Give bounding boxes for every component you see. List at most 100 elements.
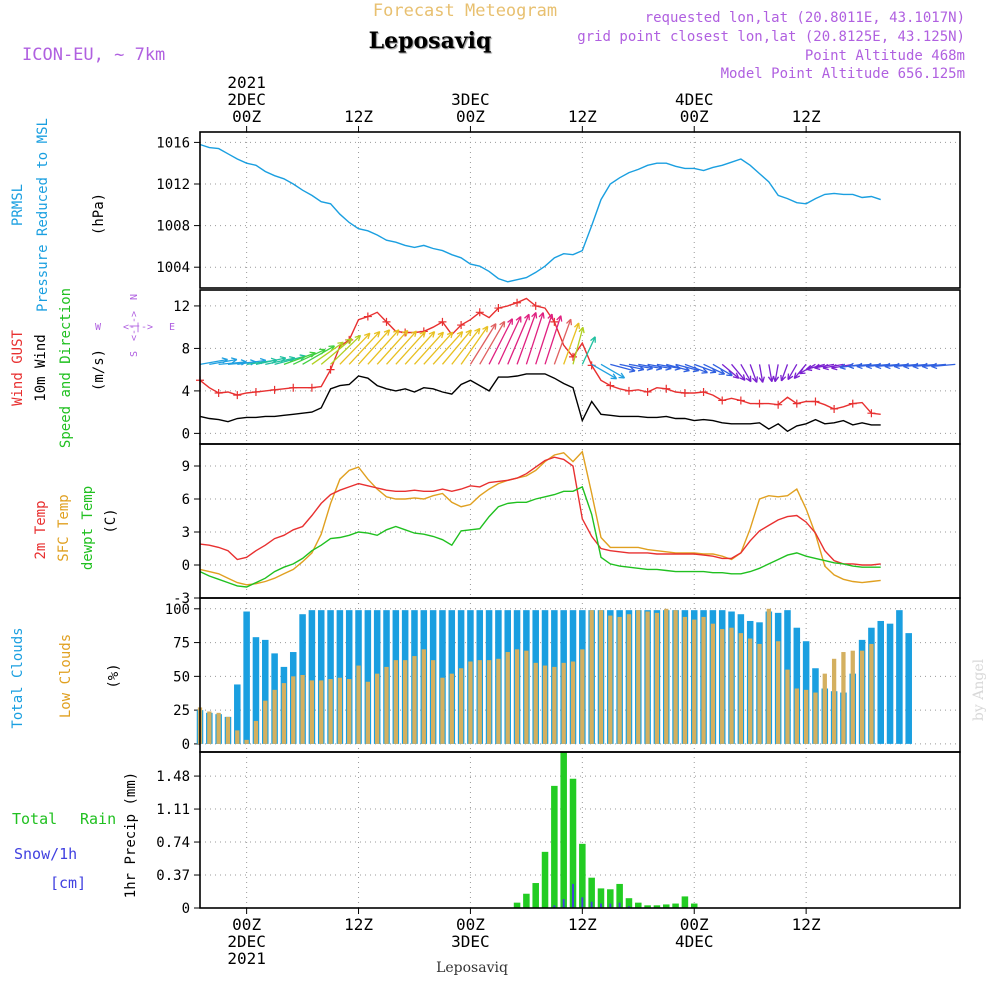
wind-arrow-head — [726, 370, 733, 377]
wind-arrow-head — [556, 315, 563, 322]
wind-arrow-head — [547, 313, 554, 321]
low-cloud-bar — [244, 739, 249, 744]
wind-arrow-head — [566, 318, 573, 326]
wind-arrow-shaft — [479, 321, 506, 365]
y-tick-label: 12 — [173, 299, 190, 315]
wind-arrow-shaft — [544, 315, 562, 365]
gust-marker — [494, 304, 503, 313]
total-cloud-bar — [793, 627, 801, 744]
wind-arrow — [283, 351, 316, 365]
gust-marker — [643, 387, 652, 396]
y-tick-label: 9 — [182, 459, 190, 475]
gust-marker — [680, 389, 689, 398]
wind-gust-label: Wind GUST — [10, 330, 26, 406]
low-cloud-bar — [580, 649, 585, 744]
low-cloud-bar — [468, 661, 473, 744]
footer-location: Leposaviq — [436, 960, 508, 976]
wind-arrow-shaft — [600, 363, 625, 379]
gust-marker — [270, 385, 279, 394]
wind-arrow-head — [354, 334, 362, 342]
wind-unit: (m/s) — [91, 349, 107, 391]
wind-arrow-head — [465, 329, 472, 337]
low-cloud-bar — [412, 656, 417, 744]
gust-marker — [214, 389, 223, 398]
gust-marker — [569, 352, 578, 361]
total-cloud-bar — [327, 610, 334, 744]
y-tick-label: 1004 — [156, 260, 190, 276]
wind-dir-label: Speed and Direction — [58, 288, 74, 448]
wind-arrow-head — [718, 369, 726, 375]
wind-arrow-head — [921, 362, 928, 370]
low-cloud-bar — [365, 681, 370, 744]
wind-arrow-shaft — [740, 364, 752, 382]
grid-point-coords: grid point closest lon,lat (20.8125E, 43… — [577, 29, 965, 45]
gust-marker — [438, 317, 447, 326]
wind-arrow-shaft — [255, 357, 286, 365]
low-cloud-bar — [337, 677, 343, 744]
precip-snow-label: Snow/1h — [14, 845, 77, 863]
rain-bar — [588, 877, 595, 908]
pressure-panel: 1016 1012 1008 1004 — [156, 132, 960, 288]
pressure-label-2: Pressure Reduced to MSL — [35, 118, 51, 312]
snow-bar — [600, 903, 602, 908]
x-tick-label-bottom: 00Z — [680, 915, 709, 934]
wind-arrow-shaft — [694, 363, 717, 373]
y-tick-label: -3 — [173, 591, 190, 607]
wind-arrow-shaft — [218, 361, 247, 365]
low-cloud-bar — [570, 661, 576, 744]
low-cloud-bar — [803, 689, 809, 744]
compass-e: E — [169, 322, 175, 333]
y-tick-label: 0 — [182, 426, 190, 442]
low-cloud-bar — [738, 633, 744, 744]
wind-arrow — [451, 327, 481, 365]
rain-bar — [690, 903, 698, 908]
snow-bar — [581, 897, 584, 908]
clouds-total-label: Total Clouds — [10, 627, 26, 728]
low-cloud-bar — [533, 662, 538, 744]
low-cloud-bar — [748, 638, 753, 744]
wind-arrow — [469, 323, 497, 365]
wind-arrow-shaft — [237, 359, 266, 365]
low-cloud-bar — [225, 716, 231, 744]
low-cloud-bar — [477, 660, 482, 744]
low-cloud-bar — [822, 673, 827, 744]
temp-panel: 9 6 3 0 -3 — [173, 444, 960, 607]
wind-arrow-shaft — [320, 338, 353, 365]
rain-bar — [513, 902, 521, 908]
wind-arrow-shaft — [749, 364, 758, 383]
total-cloud-bar — [336, 610, 344, 744]
wind-arrow-shaft — [451, 328, 481, 365]
wind-arrow-head — [739, 374, 746, 381]
wind-arrow-head — [474, 327, 481, 335]
precip-panel: 1.48 1.11 0.74 0.37 0 — [156, 752, 960, 917]
snow-bar — [572, 883, 574, 908]
low-cloud-bar — [458, 668, 464, 744]
x-tick-label-bottom: 00Z — [456, 915, 485, 934]
wind-arrow-head — [875, 362, 882, 370]
y-tick-label: 100 — [165, 602, 190, 618]
wind-arrow-head — [428, 331, 436, 338]
x-tick-label-bottom: 4DEC — [675, 932, 714, 951]
wind-arrow-shaft — [619, 363, 645, 371]
low-cloud-bar — [598, 610, 604, 744]
gust-marker — [326, 365, 335, 374]
low-cloud-bar — [263, 700, 268, 744]
low-cloud-bar — [393, 660, 398, 744]
x-tick-label-bottom: 00Z — [232, 915, 261, 934]
gust-marker — [513, 298, 522, 307]
gust-marker — [755, 399, 764, 408]
wind-arrow-shaft — [516, 312, 537, 365]
total-cloud-bar — [252, 637, 260, 744]
rain-bar — [681, 896, 689, 908]
y-tick-label: 0.74 — [156, 835, 190, 851]
low-cloud-bar — [636, 610, 641, 744]
compass-vertical: <-|-> — [129, 311, 140, 341]
rain-bar — [569, 778, 577, 908]
low-cloud-bar — [869, 643, 874, 744]
wind-arrow-shaft — [703, 363, 725, 375]
wind-arrow — [525, 312, 545, 365]
wind-arrow-shaft — [931, 363, 956, 368]
precip-cm-label: [cm] — [50, 874, 86, 892]
wind-arrow-head — [912, 362, 919, 370]
model-altitude: Model Point Altitude 656.125m — [721, 66, 965, 82]
